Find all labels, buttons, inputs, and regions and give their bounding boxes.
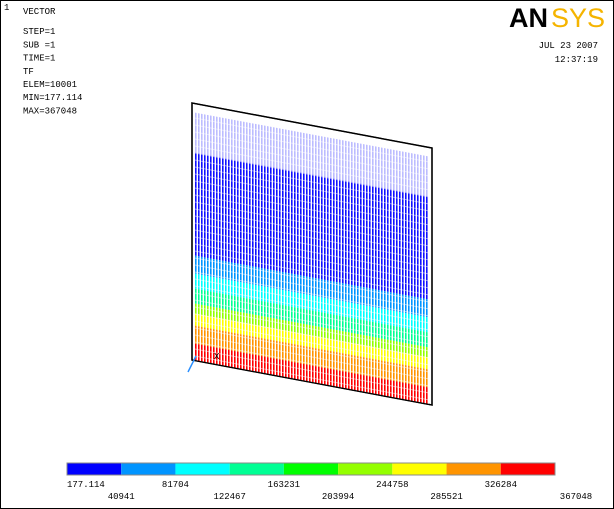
info-block: VECTOR STEP=1 SUB =1 TIME=1 TF ELEM=10001 MIN=… — [23, 7, 82, 116]
vector-hatch — [195, 106, 429, 405]
info-line: STEP=1 — [23, 27, 55, 37]
legend-label: 40941 — [108, 492, 135, 502]
info-line: TF — [23, 67, 34, 77]
legend-swatch — [283, 463, 339, 475]
legend-swatch — [121, 463, 176, 475]
legend-swatch — [392, 463, 447, 475]
vector-plot — [191, 102, 433, 406]
legend-swatch — [175, 463, 230, 475]
info-line: VECTOR — [23, 7, 56, 17]
legend-label: 203994 — [322, 492, 354, 502]
legend-swatch — [500, 463, 555, 475]
info-line: MAX=367048 — [23, 106, 77, 116]
logo-sys: SYS — [551, 3, 605, 33]
legend-label: 326284 — [485, 480, 517, 490]
legend-label: 285521 — [430, 492, 462, 502]
axis-triad — [187, 355, 197, 373]
legend-swatch — [229, 463, 284, 475]
date: JUL 23 2007 — [539, 41, 598, 51]
legend-label: 367048 — [560, 492, 592, 502]
legend-label: 122467 — [213, 492, 245, 502]
info-line: TIME=1 — [23, 54, 55, 64]
logo-an: AN — [509, 3, 548, 33]
plate-edge — [191, 102, 433, 406]
info-line: MIN=177.114 — [23, 93, 82, 103]
legend-swatch — [338, 463, 393, 475]
time: 12:37:19 — [555, 55, 598, 65]
legend-border — [66, 462, 556, 476]
legend-label: 177.114 — [67, 480, 105, 490]
info-line: SUB =1 — [23, 40, 55, 50]
window-number: 1 — [4, 3, 9, 13]
legend-swatch — [446, 463, 501, 475]
legend-label: 244758 — [376, 480, 408, 490]
legend-label: 81704 — [162, 480, 189, 490]
legend-label: 163231 — [268, 480, 300, 490]
axis-label: X — [214, 352, 220, 362]
info-line: ELEM=10001 — [23, 80, 77, 90]
legend-swatch — [67, 463, 122, 475]
